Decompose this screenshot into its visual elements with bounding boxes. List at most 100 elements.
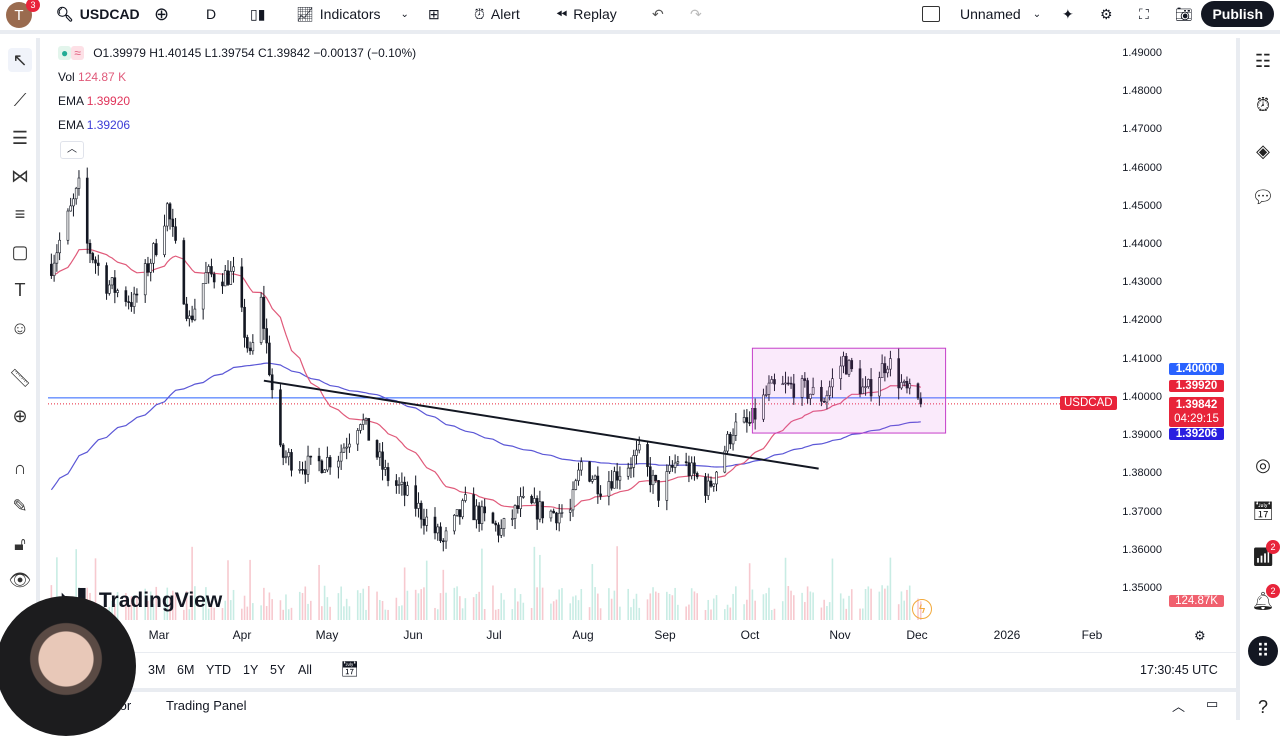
volume-bar: [839, 593, 842, 620]
volume-bar: [845, 608, 848, 620]
settings-button[interactable]: ⚙: [1100, 0, 1113, 28]
candle-body: [726, 433, 729, 452]
candle-body: [693, 462, 696, 474]
replay-button[interactable]: ⏪︎ Replay: [556, 0, 617, 28]
fullscreen-button[interactable]: ⛶: [1139, 0, 1149, 28]
range-button-ytd[interactable]: YTD: [206, 663, 231, 677]
volume-bar: [577, 600, 580, 620]
interval-button[interactable]: D: [206, 0, 216, 28]
templates-button[interactable]: ⊞: [428, 0, 440, 28]
signal-icon[interactable]: 📶︎ 2: [1250, 540, 1280, 570]
ruler-icon[interactable]: 📏︎: [8, 367, 32, 388]
compare-symbol-button[interactable]: ⊕: [154, 0, 169, 28]
volume-bar: [743, 604, 745, 620]
eye-icon[interactable]: 👁︎: [8, 569, 32, 590]
volume-bar: [290, 607, 293, 620]
volume-bar: [406, 590, 409, 620]
lock-icon[interactable]: 🔓︎: [14, 533, 26, 554]
trading-panel-tab[interactable]: Trading Panel: [166, 698, 247, 713]
redo-button[interactable]: ↷: [690, 0, 702, 28]
ema2-legend[interactable]: EMA 1.39206: [58, 118, 130, 132]
candle-body: [519, 496, 522, 509]
volume-bar: [420, 589, 422, 620]
chevron-up-icon[interactable]: ︿: [1172, 699, 1186, 714]
quick-search-button[interactable]: ✦: [1062, 0, 1074, 28]
indicators-button[interactable]: 📈︎ Indicators ⌄: [296, 0, 409, 28]
pattern-icon[interactable]: ⋈: [11, 165, 29, 186]
pencil-lock-icon[interactable]: ✎: [12, 495, 28, 516]
range-button-all[interactable]: All: [298, 663, 312, 677]
candle-body: [889, 358, 892, 370]
date-range-icon[interactable]: 📅︎: [340, 661, 360, 678]
magnet-icon[interactable]: ∩: [13, 457, 27, 478]
candle-body: [792, 383, 796, 398]
candle-body: [58, 239, 61, 254]
undo-button[interactable]: ↶: [652, 0, 664, 28]
volume-bar: [224, 600, 227, 620]
fib-lines-icon[interactable]: ☰: [11, 127, 29, 148]
maximize-panel-icon[interactable]: ▭: [1206, 696, 1219, 711]
rectangle-icon[interactable]: ▢: [11, 241, 29, 262]
candle-body: [290, 452, 293, 471]
zoom-in-icon[interactable]: ⊕: [12, 405, 28, 426]
volume-bar: [668, 593, 671, 620]
range-button-6m[interactable]: 6M: [177, 663, 195, 677]
volume-bar: [666, 591, 668, 620]
range-button-1y[interactable]: 1Y: [243, 663, 259, 677]
candle-body: [444, 530, 448, 542]
target-icon[interactable]: ◎: [1255, 454, 1271, 475]
snapshot-button[interactable]: 📷︎: [1175, 0, 1193, 28]
candle-body: [96, 262, 100, 266]
watchlist-icon[interactable]: ☷: [1254, 50, 1272, 71]
alerts-clock-icon[interactable]: ⏰︎: [1255, 94, 1271, 115]
range-button-5y[interactable]: 5Y: [270, 663, 286, 677]
chat-icon[interactable]: 💬︎: [1251, 186, 1275, 207]
chevron-down-icon: ⌄: [1032, 8, 1042, 20]
time-label: 2026: [993, 628, 1021, 642]
publish-button[interactable]: Publish: [1201, 1, 1274, 27]
candle-body: [298, 469, 302, 471]
text-icon[interactable]: T: [14, 279, 26, 300]
lightning-icon[interactable]: ϟ: [912, 599, 932, 619]
volume-legend[interactable]: Vol 124.87 K: [58, 70, 126, 84]
clock[interactable]: 17:30:45 UTC: [1140, 663, 1218, 677]
volume-bar: [696, 593, 698, 620]
prediction-icon[interactable]: ≡: [14, 203, 26, 224]
candle-body: [240, 266, 244, 308]
ohlc-legend: ● ≈ O1.39979 H1.40145 L1.39754 C1.39842 −…: [58, 46, 416, 60]
candle-body: [510, 518, 514, 520]
layers-icon[interactable]: ◈: [1256, 140, 1270, 161]
cursor-icon[interactable]: ↖: [8, 48, 32, 72]
candle-body: [842, 355, 845, 367]
collapse-legend-button[interactable]: ︿: [60, 141, 84, 159]
axis-settings-icon[interactable]: ⚙: [1194, 628, 1206, 643]
chart-type-button[interactable]: ▯▮: [250, 0, 265, 28]
alert-button[interactable]: ⏰︎ Alert: [474, 0, 520, 28]
candle-body: [378, 451, 382, 458]
volume-bar: [688, 604, 690, 620]
calendar-icon[interactable]: 📅︎: [1251, 500, 1275, 521]
emoji-icon[interactable]: ☺: [10, 317, 30, 338]
candle-body: [513, 505, 517, 519]
ema1-legend[interactable]: EMA 1.39920: [58, 94, 130, 108]
price-label: 1.44000: [1122, 238, 1162, 251]
last-price-tag: 1.39842 04:29:15: [1169, 397, 1224, 427]
candle-body: [116, 290, 119, 293]
range-button-3m[interactable]: 3M: [148, 663, 166, 677]
candle-body: [831, 378, 834, 388]
bell-icon[interactable]: 🔔︎ 2: [1250, 584, 1280, 614]
volume-bar: [541, 587, 544, 620]
candle-body: [425, 516, 429, 526]
help-icon[interactable]: ?: [1257, 696, 1268, 717]
volume-bar: [558, 589, 560, 620]
volume-bar: [445, 592, 447, 620]
apps-icon[interactable]: ⠿: [1248, 636, 1278, 666]
trendline-icon[interactable]: ⟋: [13, 89, 27, 110]
symbol-search[interactable]: 🔍︎ USDCAD: [56, 0, 140, 28]
candle-body: [461, 500, 464, 518]
candle-body: [687, 462, 691, 477]
volume-bar: [478, 591, 480, 620]
candle-body: [825, 395, 829, 403]
layout-button[interactable]: Unnamed ⌄: [922, 0, 1041, 28]
